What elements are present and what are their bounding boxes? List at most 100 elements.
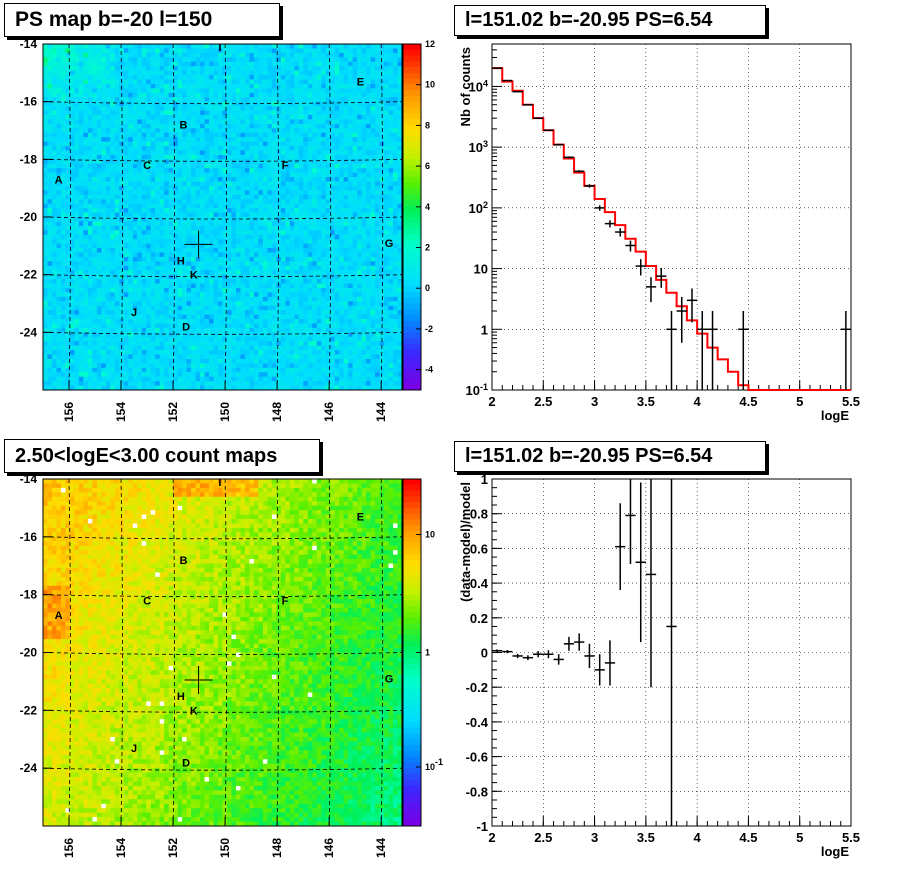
psmap-colorbar-tick-label: 4 [425, 202, 430, 212]
countmap-source-label: C [143, 595, 151, 607]
countmap-y-tick-label: -22 [20, 703, 38, 717]
psmap-y-tick-label: -18 [20, 152, 38, 166]
countmap-x-tick-label: 144 [374, 838, 388, 858]
psmap-y-tick-label: -14 [20, 37, 38, 51]
panel4-title: l=151.02 b=-20.95 PS=6.54 [454, 441, 766, 472]
countmap-x-tick-label: 150 [218, 838, 232, 858]
psmap-y-tick-label: -22 [20, 268, 38, 282]
countmap-source-label: H [177, 691, 185, 703]
psmap-y-tick-label: -16 [20, 95, 38, 109]
psmap-colorbar-tick-label: -2 [425, 324, 433, 334]
countmap-source-label: F [282, 595, 289, 607]
spectrum-y-tick-label: 104 [469, 78, 488, 94]
countmap-colorbar-tick-label: 10 [425, 530, 435, 540]
residuals-y-tick-label: 0.2 [470, 611, 488, 626]
countmap-source-label: A [55, 610, 63, 622]
psmap-x-tick-label: 152 [166, 402, 180, 422]
psmap-source-label: D [182, 322, 190, 334]
psmap-colorbar-tick-label: 12 [425, 39, 435, 49]
psmap-source-label: G [385, 238, 394, 250]
spectrum-x-tick-label: 5.5 [842, 394, 860, 409]
residuals-x-tick-label: 3.5 [637, 830, 655, 845]
spectrum-x-tick-label: 4 [694, 394, 702, 409]
psmap-grid-parallel [42, 274, 403, 278]
countmap-grid-parallel [42, 594, 403, 598]
psmap-colorbar-tick-label: 10 [425, 80, 435, 90]
countmap-grid-meridian [276, 478, 279, 827]
psmap-colorbar-tick-label: 0 [425, 283, 430, 293]
countmap-grid-meridian [224, 478, 227, 827]
countmap-source-label: K [190, 705, 198, 717]
spectrum-y-axis-label: Nb of counts [458, 47, 473, 126]
panel2-title: l=151.02 b=-20.95 PS=6.54 [454, 5, 766, 36]
psmap-colorbar-tick-label: 6 [425, 161, 430, 171]
countmap-y-tick-label: -16 [20, 530, 38, 544]
countmap-source-label: J [131, 743, 137, 755]
spectrum-y-tick-label: 103 [469, 139, 488, 155]
countmap-grid-meridian [380, 478, 384, 827]
psmap-colorbar-tick-label: -4 [425, 365, 433, 375]
countmap-source-label: E [357, 512, 364, 524]
psmap-grid-parallel [42, 216, 403, 220]
panel3-title: 2.50<logE<3.00 count maps [4, 439, 320, 473]
countmap-y-tick-label: -20 [20, 646, 38, 660]
residuals-y-tick-label: -1 [476, 819, 488, 834]
psmap-source-label: C [143, 160, 151, 172]
spectrum-x-tick-label: 2.5 [534, 394, 552, 409]
psmap-source-label: J [131, 307, 137, 319]
countmap-x-tick-label: 152 [166, 838, 180, 858]
psmap-x-tick-label: 156 [62, 402, 76, 422]
residuals-y-tick-label: 1 [481, 472, 488, 487]
residuals-x-tick-label: 3 [591, 830, 598, 845]
psmap-colorbar-tick-label: 8 [425, 120, 430, 130]
countmap-colorbar [403, 479, 421, 827]
countmap-grid-meridian [172, 478, 175, 827]
residuals-x-tick-label: 5 [796, 830, 803, 845]
psmap-grid-meridian [68, 43, 71, 391]
spectrum-y-tick-label: 10-1 [466, 382, 488, 398]
psmap-source-label: F [282, 160, 289, 172]
countmap-grid-meridian [120, 478, 123, 827]
psmap-grid-parallel [42, 101, 403, 105]
countmap-grid-parallel [42, 709, 403, 713]
psmap-source-label: H [177, 255, 185, 267]
psmap-heatmap-cells [43, 44, 403, 391]
countmap-y-tick-label: -18 [20, 588, 38, 602]
residuals-x-tick-label: 4 [694, 830, 702, 845]
residuals-x-tick-label: 2 [488, 830, 495, 845]
countmap-colorbar-tick-label: 10-1 [425, 757, 443, 772]
countmap-x-tick-label: 148 [270, 838, 284, 858]
psmap-colorbar-frame [402, 43, 422, 391]
psmap-grid-meridian [276, 43, 279, 391]
residuals-y-tick-label: 0.8 [470, 507, 488, 522]
countmap-grid-meridian [68, 478, 71, 827]
countmap-grid-parallel [42, 767, 403, 771]
residuals-x-tick-label: 5.5 [842, 830, 860, 845]
residuals-y-axis-label: (data-model)/model [458, 482, 473, 602]
countmap-x-tick-label: 156 [62, 838, 76, 858]
psmap-x-tick-label: 150 [218, 402, 232, 422]
countmap-source-label: D [182, 757, 190, 769]
spectrum-x-tick-label: 4.5 [739, 394, 757, 409]
psmap-grid-meridian [224, 43, 227, 391]
countmap-source-label: G [385, 674, 394, 686]
psmap-source-label: I [218, 42, 221, 54]
countmap-y-tick-label: -14 [20, 472, 38, 486]
residuals-y-tick-label: -0.2 [466, 680, 488, 695]
countmap-x-tick-label: 154 [114, 838, 128, 858]
residuals-y-tick-label: -0.8 [466, 784, 488, 799]
countmap-grid-meridian [328, 478, 332, 827]
psmap-grid-meridian [120, 43, 123, 391]
psmap-grid-parallel [42, 158, 403, 162]
residuals-y-tick-label: -0.4 [466, 715, 489, 730]
spectrum-x-tick-label: 5 [796, 394, 803, 409]
psmap-y-tick-label: -20 [20, 210, 38, 224]
residuals-x-axis-label: logE [821, 844, 849, 859]
psmap-y-tick-label: -24 [20, 325, 38, 339]
spectrum-x-tick-label: 3 [591, 394, 598, 409]
psmap-x-tick-label: 146 [322, 402, 336, 422]
countmap-y-tick-label: -24 [20, 761, 38, 775]
psmap-source-label: B [180, 120, 188, 132]
spectrum-x-tick-label: 2 [488, 394, 495, 409]
